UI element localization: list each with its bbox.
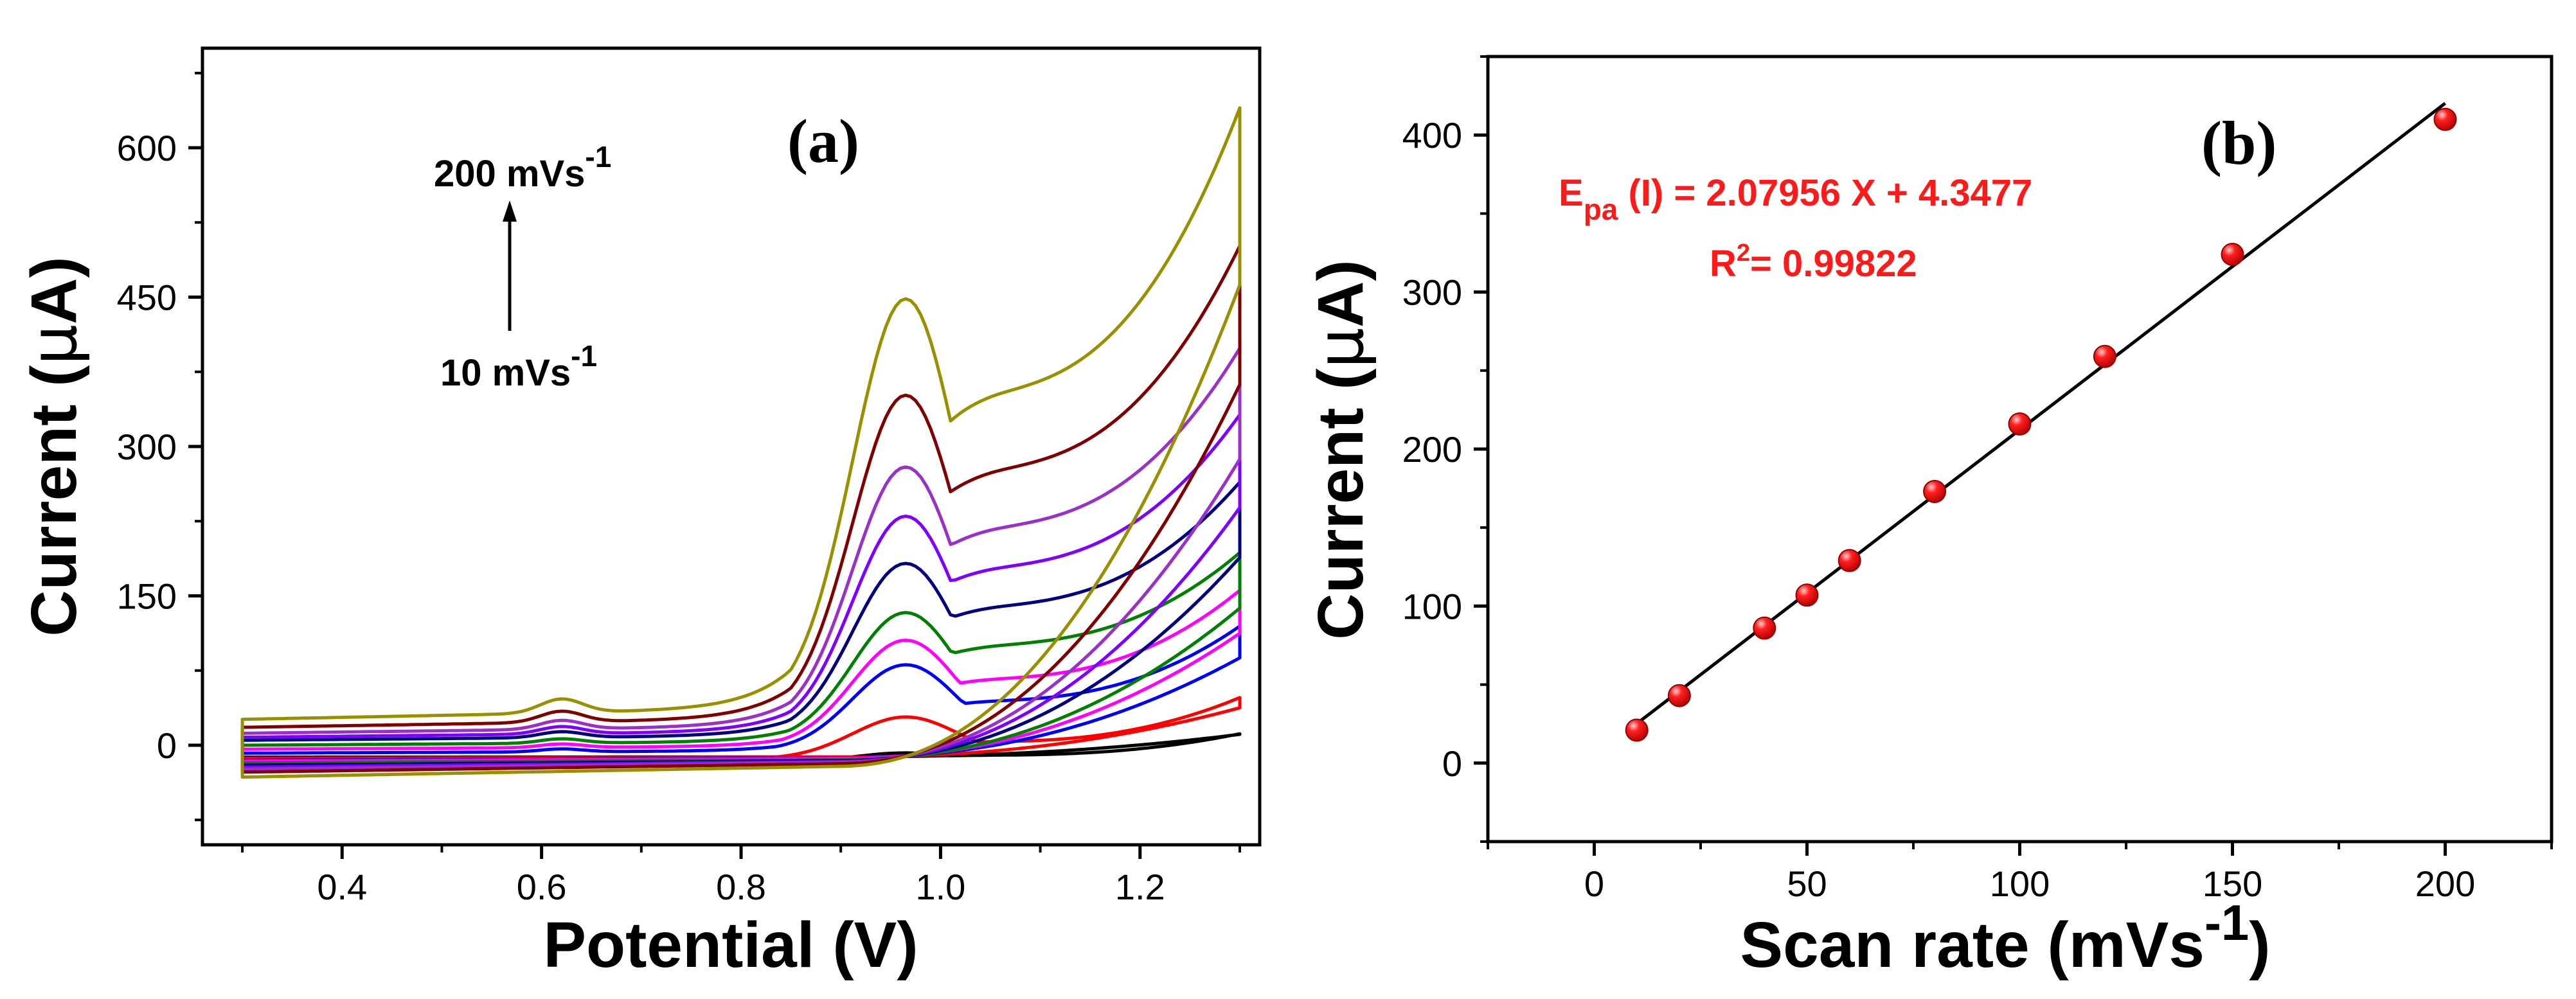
cv-curve-150-mVs-1 (240, 244, 1242, 774)
panel-a-curves (240, 106, 1242, 779)
annotation-200-text: 200 mVs (434, 153, 585, 195)
panel-a-x-tick-label: 1.2 (1115, 867, 1165, 907)
annotation-200: 200 mVs-1 (434, 140, 611, 195)
panel-a-x-tick-label: 1.0 (915, 867, 965, 907)
panel-b-y-axis-title: Current (μA) (1303, 260, 1378, 639)
panel-a-y-tick-label: 300 (117, 427, 177, 467)
panel-b-x-tick-label: 0 (1584, 863, 1604, 904)
panel-a-x-tick-label: 0.4 (317, 867, 367, 907)
cv-curve-50-mVs-1 (240, 588, 1242, 763)
scatter-point (1795, 583, 1819, 607)
fit-r-squared: R2= 0.99822 (1710, 240, 1917, 285)
panel-b-y-tick-label: 0 (1442, 743, 1462, 784)
panel-b-label: (b) (2201, 109, 2276, 177)
panel-b-x-title-close: ) (2249, 909, 2270, 981)
panel-a-y-title-symbol: μ (16, 324, 91, 366)
panel-b-y-ticks: 0 100 200 300 400 (1402, 55, 1488, 843)
cv-curve-200-mVs-1 (240, 106, 1242, 779)
panel-b-y-tick-label: 200 (1402, 429, 1462, 470)
panel-a-x-tick-label: 0.6 (517, 867, 567, 907)
panel-a-y-tick-label: 150 (117, 576, 177, 617)
panel-a-y-tick-label: 0 (157, 725, 177, 766)
panel-b-x-ticks: 0 50 100 150 200 (1487, 842, 2553, 904)
panel-b-scatter-plot: 0 50 100 150 200 0 100 200 300 400 (b) Epa (I) =… (1303, 55, 2554, 981)
panel-b-y-title-prefix: Current ( (1305, 368, 1377, 640)
panel-b-x-tick-label: 50 (1787, 863, 1827, 904)
panel-b-x-tick-label: 100 (1990, 863, 2050, 904)
panel-b-y-tick-label: 100 (1402, 586, 1462, 626)
scatter-point (1838, 549, 1861, 572)
annotation-10-text: 10 mVs (440, 352, 571, 394)
annotation-10-sup: -1 (571, 339, 597, 373)
panel-b-x-title-text: Scan rate (mVs (1740, 909, 2205, 981)
panel-b-x-axis-title: Scan rate (mVs-1) (1740, 894, 2270, 981)
scatter-point (1625, 718, 1649, 742)
panel-b-points (1625, 107, 2457, 742)
scatter-point (1753, 616, 1776, 640)
annotation-10: 10 mVs-1 (440, 339, 597, 394)
fit-equation-e: E (1559, 172, 1584, 214)
fit-equation-rest: (I) = 2.07956 X + 4.3477 (1618, 172, 2032, 214)
panel-b-y-title-symbol: μ (1303, 328, 1378, 369)
panel-b-x-tick-label: 200 (2415, 863, 2475, 904)
panel-a-y-ticks: 0 150 300 450 600 (117, 71, 202, 822)
fit-r2-r: R (1710, 243, 1737, 285)
fit-equation-sub: pa (1584, 193, 1618, 226)
panel-a-x-axis-title: Potential (V) (543, 909, 918, 981)
fit-equation: Epa (I) = 2.07956 X + 4.3477 (1559, 172, 2032, 226)
panel-a-label: (a) (787, 107, 859, 175)
panel-b-y-tick-label: 400 (1402, 115, 1462, 155)
panel-a-y-title-prefix: Current ( (18, 365, 90, 637)
scatter-point (2093, 344, 2116, 368)
scatter-point (2433, 107, 2457, 131)
fit-r2-sup: 2 (1737, 240, 1750, 267)
panel-a-y-title-suffix: A) (18, 256, 90, 324)
panel-a-x-ticks: 0.4 0.6 0.8 1.0 1.2 (241, 845, 1241, 907)
cv-curve-120-mVs-1 (240, 346, 1242, 771)
panel-a-x-tick-label: 0.8 (716, 867, 766, 907)
panel-a-y-tick-label: 450 (117, 278, 177, 318)
panel-b-y-tick-label: 300 (1402, 272, 1462, 313)
panel-b-x-title-sup: -1 (2205, 894, 2249, 951)
scatter-point (1923, 479, 1947, 503)
scan-rate-arrow-head (503, 200, 517, 222)
scatter-point (2221, 242, 2244, 266)
annotation-200-sup: -1 (585, 140, 611, 173)
panel-a-y-axis-title: Current (μA) (16, 256, 91, 636)
panel-a-y-tick-label: 600 (117, 128, 177, 168)
panel-b-y-title-suffix: A) (1305, 260, 1377, 328)
fit-r2-rest: = 0.99822 (1750, 243, 1917, 285)
panel-b-x-tick-label: 150 (2203, 863, 2262, 904)
scatter-point (2008, 412, 2032, 436)
scatter-point (1667, 684, 1691, 707)
